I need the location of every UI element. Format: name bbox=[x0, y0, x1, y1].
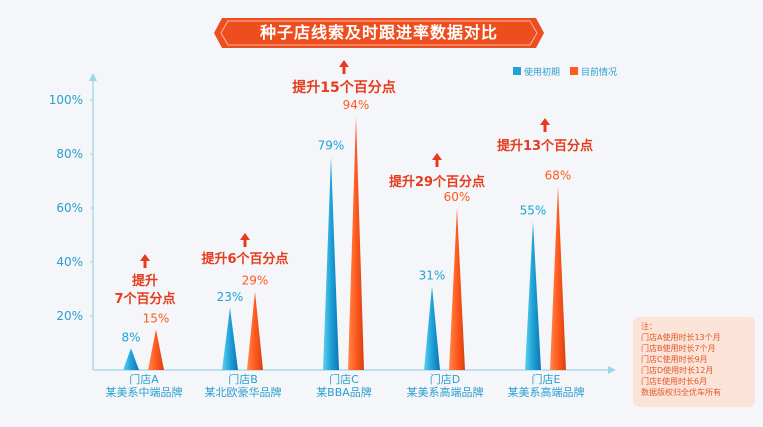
title-banner bbox=[214, 18, 544, 48]
x-tick-subtitle: 某美系中端品牌 bbox=[106, 385, 183, 399]
legend-swatch bbox=[570, 67, 578, 75]
note-line: 门店A使用时长13个月 bbox=[641, 333, 721, 342]
data-label: 55% bbox=[520, 204, 547, 218]
x-tick-label: 门店C bbox=[329, 372, 359, 386]
y-tick-label: 80% bbox=[56, 147, 83, 161]
bar-initial bbox=[525, 221, 541, 370]
note-line: 门店E使用时长6月 bbox=[641, 377, 708, 386]
note-line: 注： bbox=[641, 322, 657, 331]
x-tick-subtitle: 某美系高端品牌 bbox=[407, 385, 484, 399]
x-tick-label: 门店D bbox=[430, 372, 460, 386]
up-arrow-head-icon bbox=[432, 153, 442, 160]
annotation-text: 提升 bbox=[132, 273, 158, 289]
y-tick-label: 60% bbox=[56, 201, 83, 215]
data-label: 94% bbox=[343, 98, 370, 112]
data-label: 31% bbox=[419, 268, 446, 282]
up-arrow-head-icon bbox=[140, 254, 150, 261]
bar-current bbox=[148, 329, 164, 370]
legend-swatch bbox=[513, 67, 521, 75]
x-tick-subtitle: 某美系高端品牌 bbox=[508, 385, 585, 399]
data-label: 29% bbox=[242, 274, 269, 288]
annotation-text: 提升15个百分点 bbox=[292, 79, 395, 96]
note-line: 数据版权归全优车所有 bbox=[641, 388, 721, 397]
data-label: 60% bbox=[444, 190, 471, 204]
bar-initial bbox=[323, 156, 339, 370]
x-tick-subtitle: 某北欧豪华品牌 bbox=[205, 385, 282, 399]
bar-current bbox=[550, 186, 566, 370]
note-line: 门店C使用时长9月 bbox=[641, 355, 708, 364]
up-arrow-head-icon bbox=[540, 118, 550, 125]
bar-initial bbox=[424, 286, 440, 370]
bar-initial bbox=[222, 307, 238, 370]
y-tick-label: 100% bbox=[49, 93, 83, 107]
annotation-text: 提升13个百分点 bbox=[497, 138, 593, 154]
up-arrow-head-icon bbox=[339, 60, 349, 67]
legend-label: 目前情况 bbox=[581, 66, 617, 78]
bar-current bbox=[247, 291, 263, 370]
x-tick-subtitle: 某BBA品牌 bbox=[316, 385, 372, 399]
x-axis-arrow bbox=[608, 366, 616, 374]
data-label: 23% bbox=[217, 290, 244, 304]
annotation-text: 提升6个百分点 bbox=[201, 251, 288, 267]
note-line: 门店D使用时长12月 bbox=[641, 366, 714, 375]
y-axis-arrow bbox=[89, 73, 97, 81]
x-tick-label: 门店B bbox=[228, 372, 258, 386]
data-label: 68% bbox=[545, 168, 572, 182]
legend-label: 使用初期 bbox=[524, 66, 560, 78]
bar-current bbox=[449, 208, 465, 370]
notes-box: 注： 门店A使用时长13个月 门店B使用时长7个月 门店C使用时长9月 门店D使… bbox=[633, 317, 755, 407]
note-line: 门店B使用时长7个月 bbox=[641, 344, 716, 353]
bar-current bbox=[348, 116, 364, 370]
data-label: 8% bbox=[121, 330, 140, 344]
x-tick-label: 门店E bbox=[532, 372, 561, 386]
up-arrow-head-icon bbox=[240, 233, 250, 240]
chart-title: 种子店线索及时跟进率数据对比 bbox=[259, 23, 498, 42]
annotation-text: 7个百分点 bbox=[114, 291, 175, 307]
data-label: 79% bbox=[318, 139, 345, 153]
x-tick-label: 门店A bbox=[129, 372, 159, 386]
y-tick-label: 20% bbox=[56, 309, 83, 323]
y-tick-label: 40% bbox=[56, 255, 83, 269]
data-label: 15% bbox=[143, 312, 170, 326]
annotation-text: 提升29个百分点 bbox=[389, 174, 485, 190]
bar-initial bbox=[123, 348, 139, 370]
